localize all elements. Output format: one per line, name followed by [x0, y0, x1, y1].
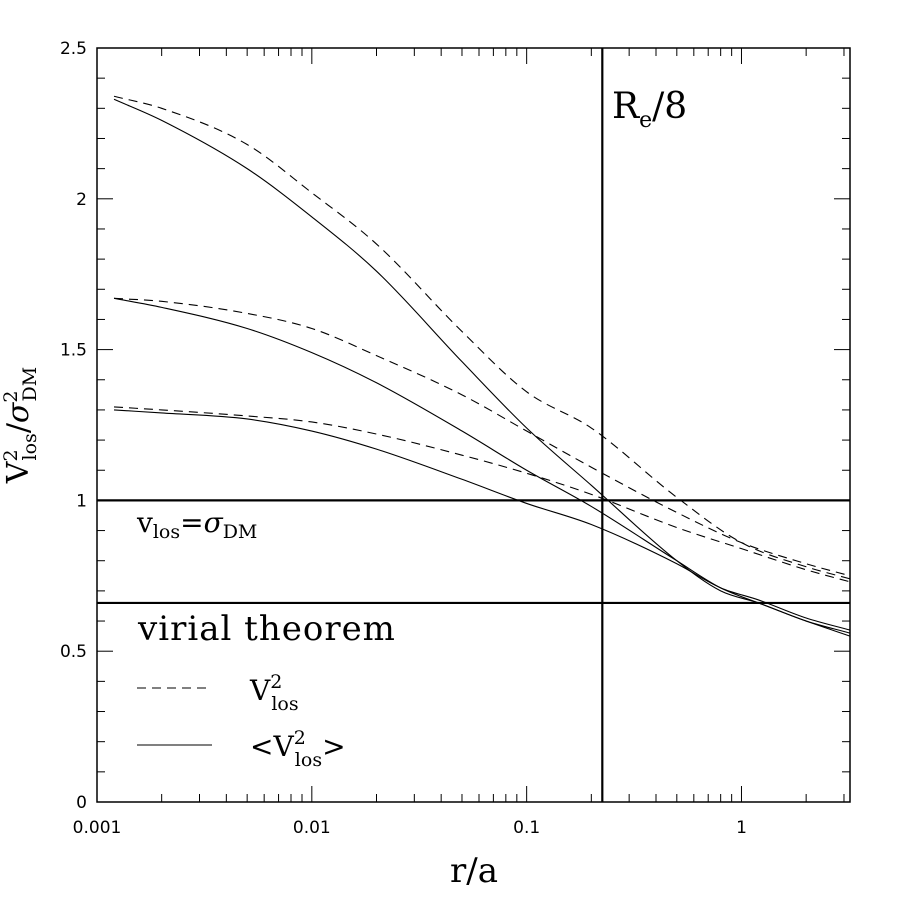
legend2-sup: 2 [294, 727, 306, 749]
series-layer [113, 95, 851, 637]
re8-sub: e [639, 108, 652, 133]
dashed-curve-0 [113, 95, 851, 580]
dashed-curve-2 [113, 297, 851, 577]
tick-marks [96, 47, 850, 803]
legend1-v: V [249, 674, 271, 707]
vlos-eq: = [180, 506, 203, 539]
ylabel-slash: / [1, 422, 36, 433]
y-tick-label: 2 [76, 190, 87, 210]
y-tick-label: 0 [76, 793, 87, 813]
ylabel-v-sup: 2 [0, 449, 22, 461]
ylabel-v: V [1, 460, 36, 484]
x-tick-label: 0.001 [73, 818, 122, 838]
ylabel-sigma-sub: DM [19, 367, 41, 402]
y-tick-label: 1.5 [60, 341, 87, 361]
legend-solid-label: <V2 los> [250, 727, 346, 771]
x-tick-label: 0.1 [513, 818, 540, 838]
vlos-sigma: σ [204, 506, 224, 539]
vlos-v: v [136, 506, 153, 539]
legend2-gt: > [322, 730, 345, 763]
legend2-sub: los [295, 749, 322, 771]
legend2-v: V [272, 730, 294, 763]
re8-r: R [612, 86, 640, 127]
reference-lines [97, 48, 850, 802]
legend1-sub: los [271, 693, 298, 715]
x-axis-label: r/a [450, 851, 498, 891]
solid-curve-1 [113, 98, 851, 634]
re8-rest: /8 [652, 86, 687, 127]
solid-curve-3 [113, 297, 851, 637]
ylabel-sigma: σ [1, 401, 36, 423]
svg-text:V2los/σ2DM: V2los/σ2DM [0, 367, 41, 484]
legend: V2 los <V2 los> [137, 671, 346, 771]
tick-labels: 0.001 0.01 0.1 1 0 0.5 1 1.5 2 2.5 [60, 39, 747, 838]
x-tick-label: 0.01 [293, 818, 331, 838]
legend1-sup: 2 [270, 671, 282, 693]
virial-theorem-annotation: virial theorem [137, 609, 396, 649]
solid-curve-5 [113, 409, 851, 631]
y-tick-label: 2.5 [60, 39, 87, 59]
y-tick-label: 0.5 [60, 642, 87, 662]
x-tick-label: 1 [736, 818, 747, 838]
y-tick-label: 1 [76, 491, 87, 511]
vlos-sub: los [153, 521, 180, 543]
y-axis-label: V2los/σ2DM [0, 367, 41, 484]
ylabel-v-sub: los [19, 433, 41, 460]
re8-annotation: Re/8 [612, 86, 687, 133]
ylabel-sigma-sup: 2 [0, 390, 22, 402]
dashed-curve-4 [113, 406, 851, 583]
legend2-lt: < [250, 730, 273, 763]
legend-dashed-label: V2 los [249, 671, 299, 715]
vlos-sigma-sub: DM [223, 521, 258, 543]
vlos-equals-sigma-annotation: vlos=σDM [136, 506, 257, 543]
plot-frame [96, 47, 851, 803]
